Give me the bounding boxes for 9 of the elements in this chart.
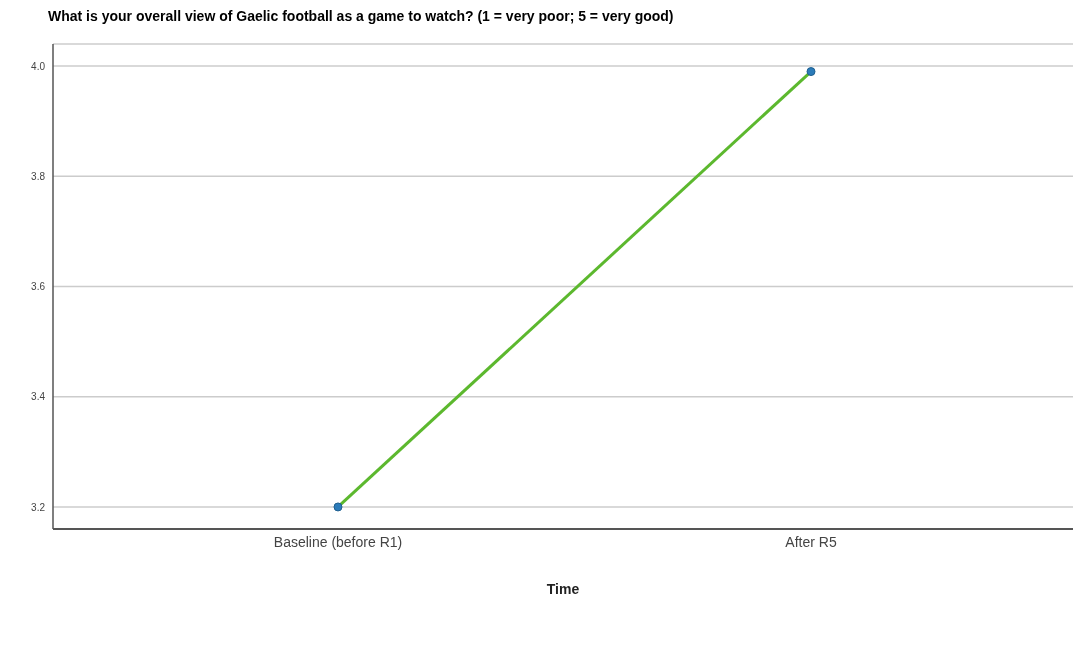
y-tick-label: 3.8 bbox=[31, 170, 46, 182]
y-tick-label: 4.0 bbox=[31, 60, 46, 72]
chart-title: What is your overall view of Gaelic football as a game to watch? (1 = very poor; 5 = very good) bbox=[48, 8, 675, 24]
y-tick-label: 3.2 bbox=[31, 501, 46, 513]
x-axis-title: Time bbox=[546, 581, 580, 597]
y-tick-label: 3.4 bbox=[31, 391, 46, 403]
x-tick-label: Baseline (before R1) bbox=[273, 533, 403, 550]
x-tick-label: After R5 bbox=[785, 533, 837, 550]
y-tick-label: 3.6 bbox=[31, 281, 46, 293]
